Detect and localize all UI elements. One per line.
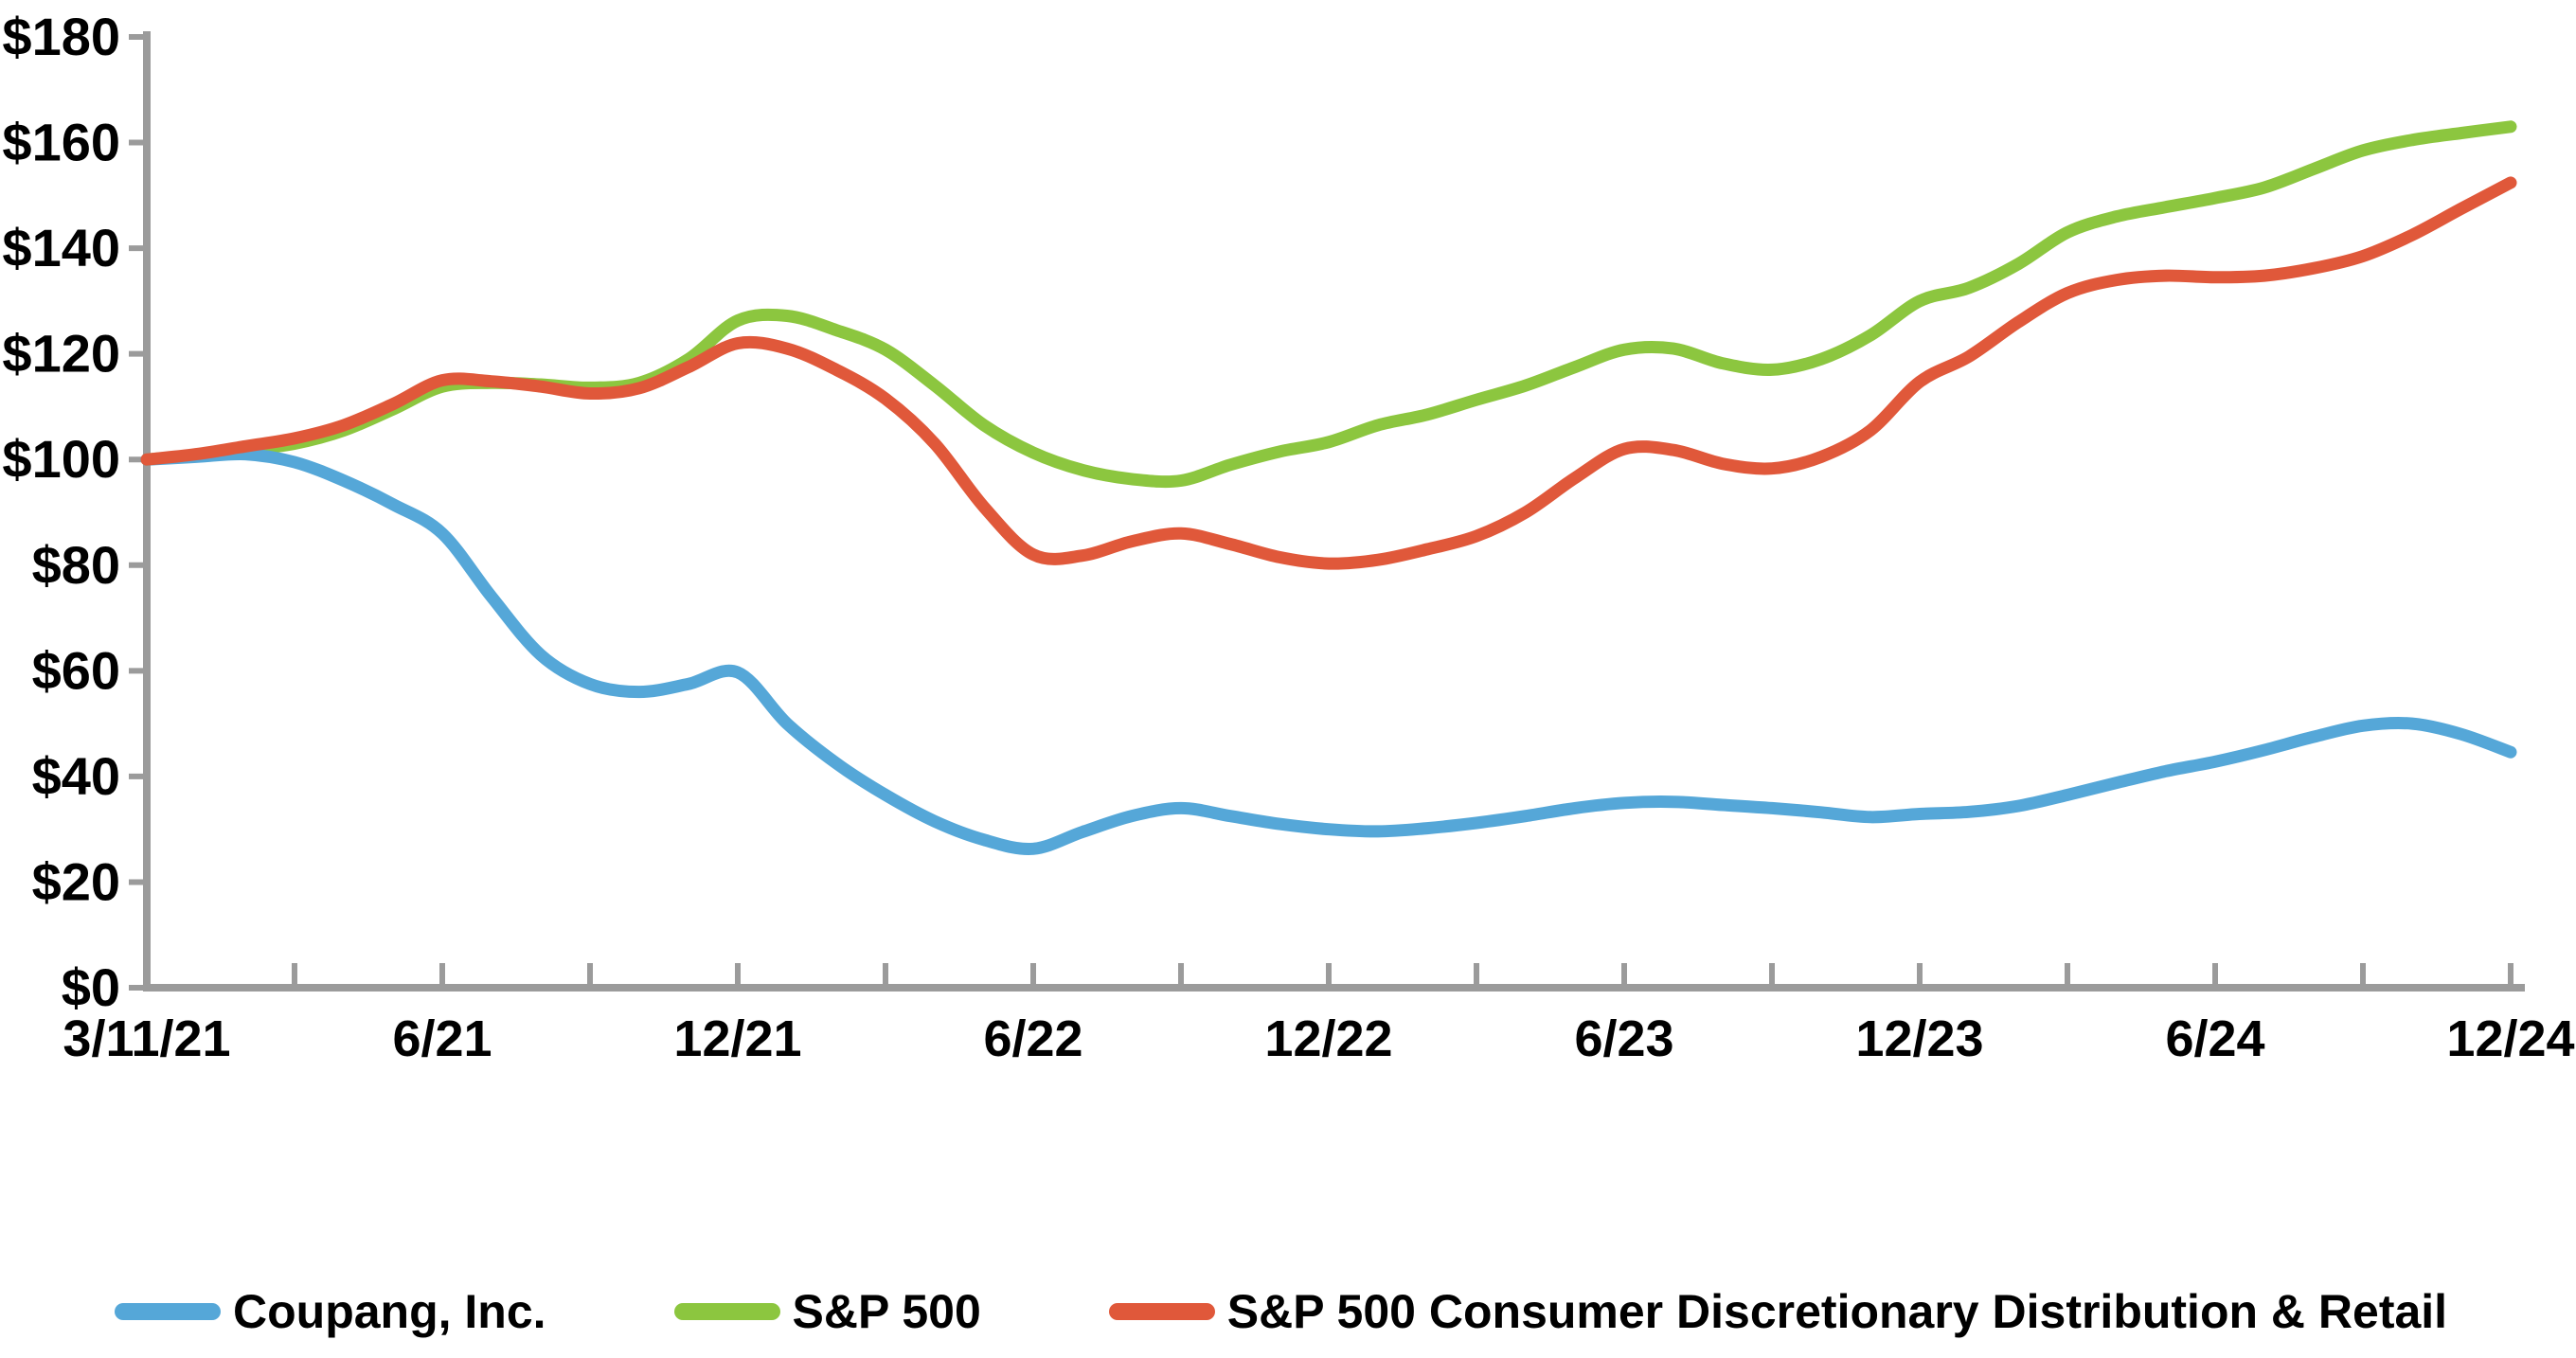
legend-label-coupang: Coupang, Inc. [233, 1285, 546, 1338]
x-axis-label: 12/23 [1855, 1010, 1983, 1067]
x-axis-label: 6/22 [983, 1010, 1082, 1067]
legend-label-sp500: S&P 500 [792, 1285, 981, 1338]
series-sp500-line [140, 120, 2517, 489]
x-axis-label: 6/23 [1574, 1010, 1673, 1067]
y-axis-label: $80 [32, 535, 120, 595]
y-axis-label: $180 [2, 7, 120, 66]
y-axis-label: $0 [62, 957, 120, 1017]
sp500-line-swatch [673, 1303, 780, 1320]
x-axis-label: 6/21 [392, 1010, 492, 1067]
y-axis-label: $160 [2, 113, 120, 172]
y-axis-label: $20 [32, 851, 120, 911]
y-axis-label: $60 [32, 640, 120, 700]
x-axis-label: 12/24 [2446, 1010, 2574, 1067]
x-axis-label: 12/22 [1264, 1010, 1392, 1067]
y-axis-label: $100 [2, 429, 120, 489]
coupang-line-swatch [115, 1303, 221, 1320]
x-axis-label: 3/11/21 [63, 1010, 230, 1067]
y-axis-label: $40 [32, 746, 120, 806]
legend-item-sp500-consumer-disc: S&P 500 Consumer Discretionary Distribut… [1108, 1284, 2448, 1339]
series-coupang-line [140, 447, 2517, 855]
y-axis-label: $140 [2, 218, 120, 277]
x-axis-label: 12/21 [673, 1010, 801, 1067]
x-axis-label: 6/24 [2165, 1010, 2264, 1067]
series-sp500-consumer-disc-line [140, 176, 2517, 570]
legend-item-sp500: S&P 500 [673, 1284, 981, 1339]
sp500-consumer-disc-line-swatch [1108, 1303, 1215, 1320]
y-axis-label: $120 [2, 324, 120, 384]
chart-legend: Coupang, Inc. S&P 500 S&P 500 Consumer D… [115, 1280, 2447, 1343]
legend-item-coupang: Coupang, Inc. [115, 1284, 546, 1339]
legend-label-sp500-consumer-disc: S&P 500 Consumer Discretionary Distribut… [1226, 1285, 2448, 1338]
